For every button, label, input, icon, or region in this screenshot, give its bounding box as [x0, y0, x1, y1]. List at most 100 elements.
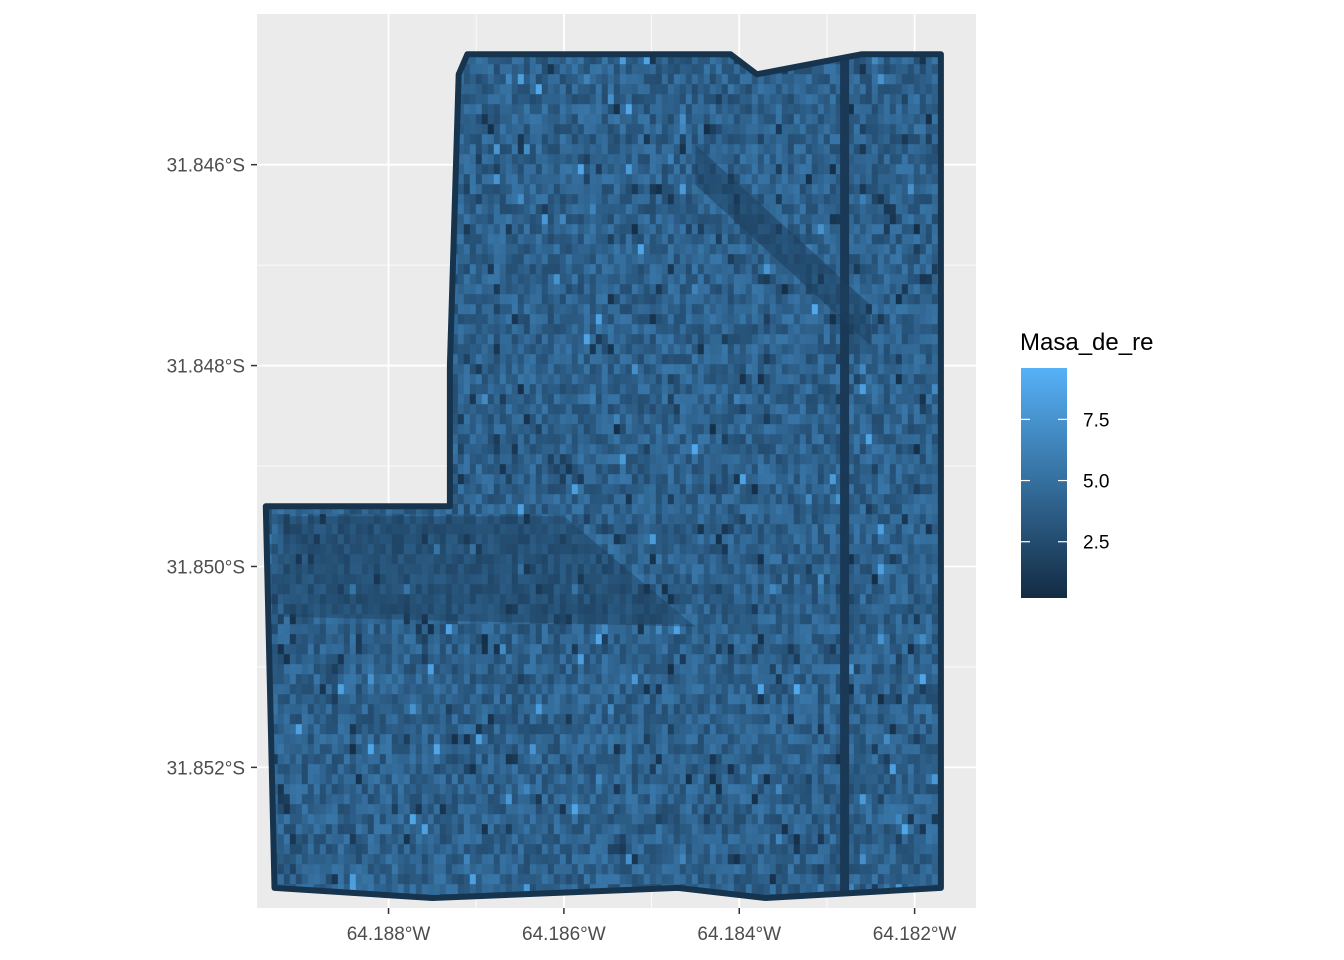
yield-cell — [373, 574, 381, 585]
yield-cell — [457, 584, 465, 595]
yield-cell — [523, 114, 531, 125]
yield-cell — [511, 564, 519, 575]
yield-cell — [571, 174, 579, 185]
yield-cell — [487, 254, 495, 265]
yield-cell — [541, 334, 549, 345]
yield-cell — [505, 114, 513, 125]
yield-cell — [529, 794, 537, 805]
yield-cell — [325, 824, 333, 835]
yield-cell — [541, 624, 549, 635]
yield-cell — [307, 774, 315, 785]
yield-cell — [397, 654, 405, 665]
yield-cell — [595, 294, 603, 305]
yield-cell — [475, 554, 483, 565]
yield-cell — [601, 614, 609, 625]
yield-cell — [481, 494, 489, 505]
yield-cell — [457, 114, 465, 125]
yield-cell — [613, 304, 621, 315]
yield-cell — [511, 614, 519, 625]
yield-cell — [511, 84, 519, 95]
yield-cell — [391, 514, 399, 525]
yield-cell — [517, 344, 525, 355]
yield-cell — [463, 824, 471, 835]
yield-cell — [307, 734, 315, 745]
yield-cell — [553, 364, 561, 375]
yield-cell — [295, 784, 303, 795]
yield-cell — [559, 404, 567, 415]
yield-cell — [583, 714, 591, 725]
yield-cell — [517, 184, 525, 195]
yield-cell — [463, 224, 471, 235]
yield-cell — [613, 74, 621, 85]
yield-cell — [457, 304, 465, 315]
yield-cell — [487, 324, 495, 335]
yield-cell — [595, 834, 603, 845]
yield-cell — [277, 744, 285, 755]
yield-cell — [385, 774, 393, 785]
yield-cell — [421, 884, 429, 895]
yield-cell — [325, 684, 333, 695]
yield-cell — [487, 364, 495, 375]
yield-cell — [373, 524, 381, 535]
yield-cell — [553, 344, 561, 355]
yield-cell — [571, 604, 579, 615]
yield-cell — [415, 854, 423, 865]
yield-cell — [613, 404, 621, 415]
yield-cell — [511, 194, 519, 205]
yield-cell — [583, 444, 591, 455]
yield-cell — [517, 174, 525, 185]
yield-cell — [451, 704, 459, 715]
yield-cell — [469, 614, 477, 625]
yield-cell — [523, 104, 531, 115]
yield-cell — [415, 884, 423, 895]
yield-cell — [595, 794, 603, 805]
yield-cell — [559, 724, 567, 735]
yield-cell — [457, 454, 465, 465]
yield-cell — [499, 534, 507, 545]
yield-cell — [547, 604, 555, 615]
yield-cell — [301, 864, 309, 875]
yield-cell — [331, 794, 339, 805]
yield-cell — [319, 754, 327, 765]
yield-cell — [337, 764, 345, 775]
yield-cell — [499, 814, 507, 825]
yield-cell — [589, 844, 597, 855]
yield-cell — [463, 514, 471, 525]
yield-cell — [613, 334, 621, 345]
yield-cell — [511, 124, 519, 135]
yield-cell — [601, 744, 609, 755]
yield-cell — [499, 214, 507, 225]
yield-cell — [529, 484, 537, 495]
yield-cell — [481, 54, 489, 65]
yield-cell — [463, 804, 471, 815]
yield-cell — [565, 784, 573, 795]
yield-cell — [277, 734, 285, 745]
yield-cell — [385, 504, 393, 515]
yield-cell — [541, 324, 549, 335]
yield-cell — [415, 674, 423, 685]
yield-cell — [433, 694, 441, 705]
yield-cell — [601, 354, 609, 365]
yield-cell — [289, 544, 297, 555]
yield-cell — [277, 594, 285, 605]
yield-cell — [409, 584, 417, 595]
yield-cell — [565, 444, 573, 455]
yield-cell — [277, 754, 285, 765]
yield-cell — [463, 334, 471, 345]
yield-cell — [307, 704, 315, 715]
yield-cell — [505, 164, 513, 175]
yield-cell — [535, 114, 543, 125]
yield-cell — [391, 674, 399, 685]
yield-cell — [565, 574, 573, 585]
yield-cell — [289, 694, 297, 705]
yield-cell — [481, 214, 489, 225]
yield-cell — [433, 814, 441, 825]
yield-cell — [547, 844, 555, 855]
yield-cell — [433, 664, 441, 675]
yield-cell — [523, 74, 531, 85]
yield-cell — [499, 284, 507, 295]
yield-cell — [277, 794, 285, 805]
yield-cell — [475, 184, 483, 195]
yield-cell — [457, 804, 465, 815]
yield-cell — [553, 454, 561, 465]
